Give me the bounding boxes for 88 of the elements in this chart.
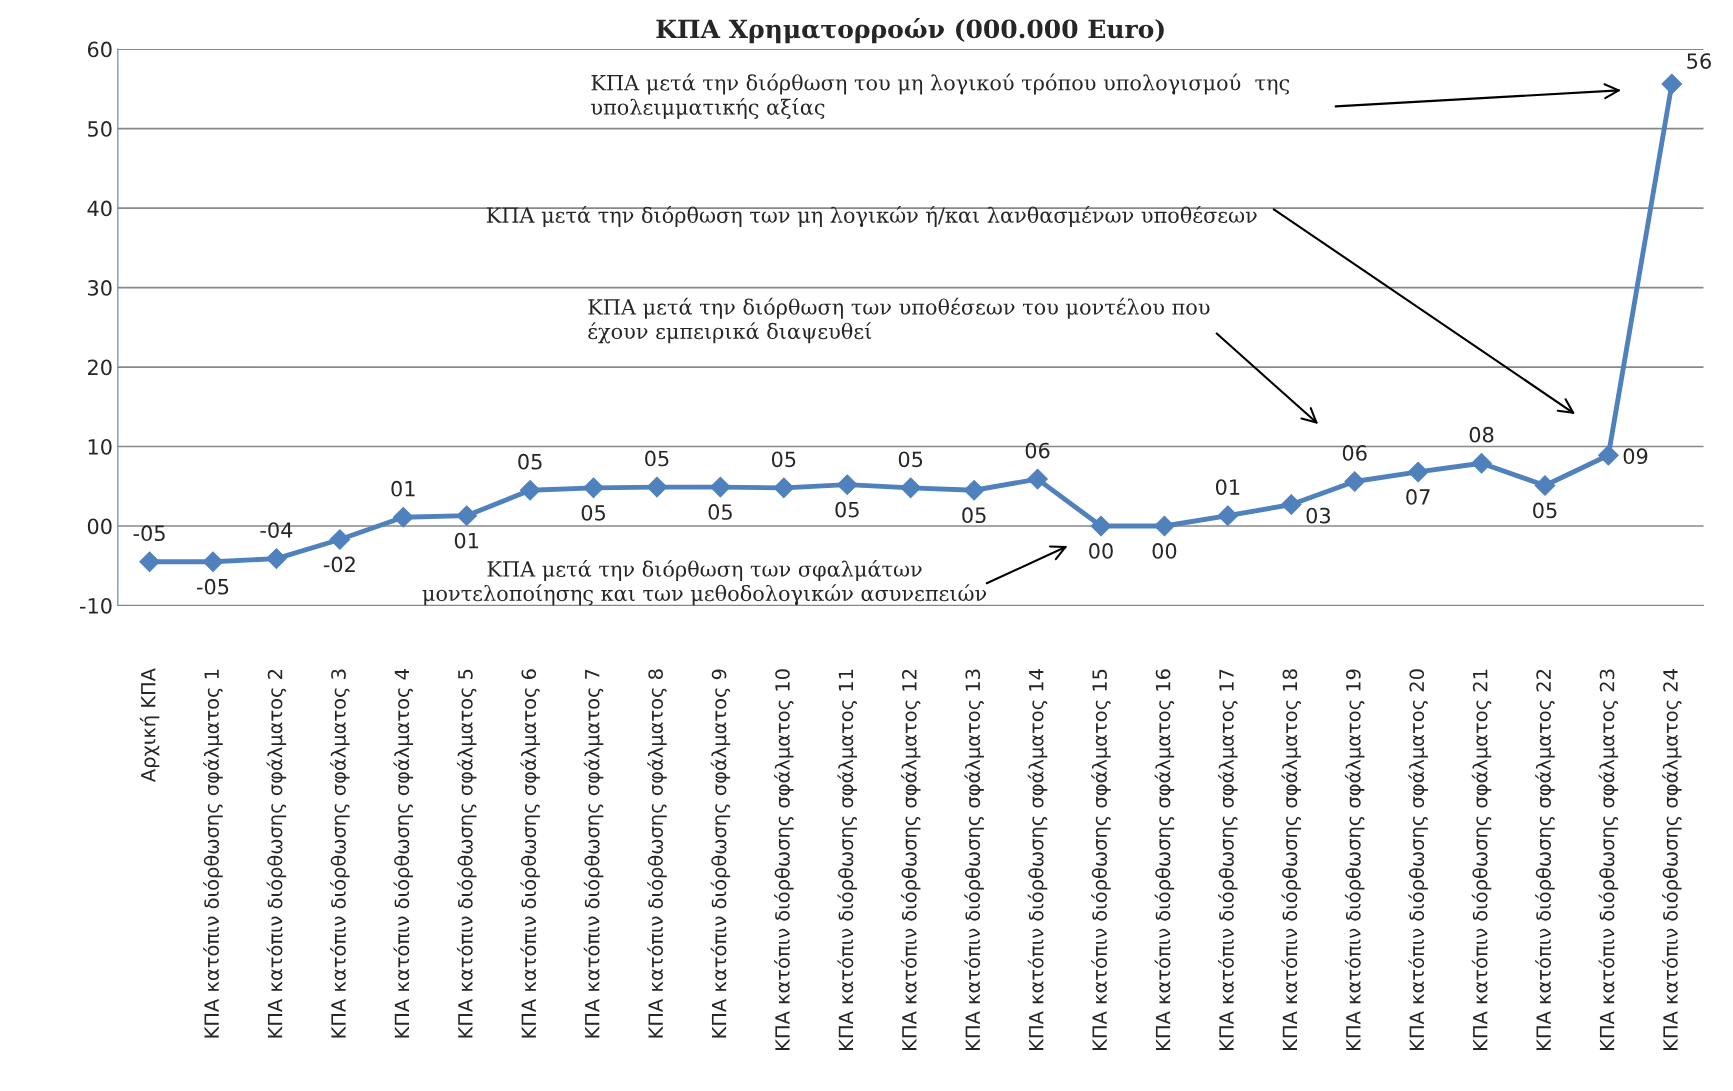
point — [139, 551, 160, 573]
y-tick-label: 50 — [88, 121, 112, 137]
data-label: -02 — [323, 556, 355, 573]
annotation: ΚΠΑ μετά την διόρθωση των μη λογικών ή/και λανθασμένων υποθέσεων — [486, 206, 1257, 228]
data-label: 06 — [1342, 445, 1367, 461]
x-tick-label: ΚΠΑ κατόπιν διόρθωσης σφάλματος 7 — [583, 669, 604, 1038]
point — [392, 506, 414, 528]
point — [1027, 468, 1048, 490]
y-tick-label: 40 — [87, 200, 112, 217]
point — [710, 476, 731, 498]
y-tick-label: -10 — [79, 597, 112, 614]
point — [1661, 73, 1683, 95]
point — [519, 479, 541, 501]
x-tick-label: ΚΠΑ κατόπιν διόρθωσης σφάλματος 10 — [774, 669, 794, 1050]
point — [836, 474, 858, 496]
x-tick-label: ΚΠΑ κατόπιν διόρθωσης σφάλματος 21 — [1471, 669, 1492, 1050]
data-label: 01 — [454, 532, 479, 549]
y-tick-label: 00 — [87, 518, 112, 535]
x-tick-label: ΚΠΑ κατόπιν διόρθωσης σφάλματος 24 — [1662, 669, 1682, 1050]
y-tick-label: 30 — [88, 280, 112, 296]
point — [456, 505, 478, 527]
point — [1217, 505, 1239, 527]
data-label: 05 — [708, 504, 732, 520]
data-label: 05 — [1533, 502, 1557, 519]
point — [1344, 471, 1366, 492]
data-label: 03 — [1306, 507, 1330, 524]
y-tick-label: 20 — [88, 359, 112, 376]
x-tick-label: ΚΠΑ κατόπιν διόρθωσης σφάλματος 17 — [1218, 669, 1238, 1050]
data-label: 07 — [1406, 489, 1430, 505]
chart-title: ΚΠΑ Χρηματορροών (000.000 Euro) — [656, 17, 1164, 44]
data-label: 00 — [1089, 543, 1113, 559]
data-label: 05 — [581, 504, 605, 521]
x-tick-label: ΚΠΑ κατόπιν διόρθωσης σφάλματος 14 — [1027, 669, 1048, 1050]
x-tick-label: ΚΠΑ κατόπιν διόρθωσης σφάλματος 16 — [1154, 669, 1175, 1050]
point — [1471, 452, 1492, 474]
data-label: 06 — [1025, 442, 1050, 459]
x-tick-label: ΚΠΑ κατόπιν διόρθωσης σφάλματος 20 — [1408, 669, 1428, 1050]
point — [900, 477, 922, 499]
x-tick-label: ΚΠΑ κατόπιν διόρθωσης σφάλματος 8 — [647, 669, 667, 1038]
x-tick-label: ΚΠΑ κατόπιν διόρθωσης σφάλματος 12 — [900, 669, 921, 1050]
point — [963, 479, 985, 501]
data-label: 09 — [1623, 448, 1648, 465]
x-tick-label: ΚΠΑ κατόπιν διόρθωσης σφάλματος 5 — [456, 669, 477, 1038]
x-tick-label: ΚΠΑ κατόπιν διόρθωσης σφάλματος 19 — [1344, 669, 1365, 1050]
data-label: 05 — [771, 451, 796, 468]
x-tick-label: ΚΠΑ κατόπιν διόρθωσης σφάλματος 22 — [1535, 669, 1555, 1050]
point — [583, 477, 604, 499]
data-label: 00 — [1152, 543, 1177, 559]
point — [1154, 515, 1175, 537]
point — [266, 548, 287, 569]
point — [773, 477, 795, 499]
x-tick-label: Αρχική ΚΠΑ — [139, 668, 160, 782]
x-tick-label: ΚΠΑ κατόπιν διόρθωσης σφάλματος 1 — [203, 669, 223, 1038]
y-tick-label: 60 — [87, 41, 112, 58]
x-tick-label: ΚΠΑ κατόπιν διόρθωσης σφάλματος 9 — [710, 669, 731, 1038]
data-label: 56 — [1687, 53, 1711, 69]
data-label: -05 — [133, 525, 165, 542]
x-tick-label: ΚΠΑ κατόπιν διόρθωσης σφάλματος 2 — [266, 669, 287, 1038]
annotation: ΚΠΑ μετά την διόρθωση των υποθέσεων του μοντέλου που έχουν εμπειρικά διαψευθεί — [588, 297, 1210, 344]
point — [1090, 515, 1112, 537]
data-label: 05 — [962, 507, 986, 524]
data-label: 05 — [645, 450, 669, 467]
data-label: 01 — [1215, 479, 1240, 495]
point — [1534, 475, 1556, 496]
data-label: -05 — [196, 578, 229, 595]
data-label: -04 — [260, 522, 293, 538]
x-tick-label: ΚΠΑ κατόπιν διόρθωσης σφάλματος 3 — [330, 669, 350, 1038]
x-tick-label: ΚΠΑ κατόπιν διόρθωσης σφάλματος 13 — [964, 669, 984, 1050]
data-label: 01 — [391, 480, 415, 497]
annotation: ΚΠΑ μετά την διόρθωση του μη λογικού τρόπου υπολογισμού της υπολειμματικής αξίας — [591, 73, 1289, 119]
point — [1598, 444, 1619, 466]
data-label: 05 — [898, 451, 923, 468]
x-tick-label: ΚΠΑ κατόπιν διόρθωσης σφάλματος 4 — [393, 669, 414, 1038]
x-tick-label: ΚΠΑ κατόπιν διόρθωσης σφάλματος 6 — [520, 669, 540, 1038]
point — [329, 529, 351, 550]
x-tick-label: ΚΠΑ κατόπιν διόρθωσης σφάλματος 18 — [1281, 669, 1302, 1050]
x-tick-label: ΚΠΑ κατόπιν διόρθωσης σφάλματος 23 — [1598, 669, 1619, 1050]
point — [646, 476, 668, 498]
x-tick-label: ΚΠΑ κατόπιν διόρθωσης σφάλματος 11 — [837, 669, 858, 1050]
y-tick-label: 10 — [88, 438, 112, 455]
annotation: ΚΠΑ μετά την διόρθωση των σφαλμάτων μοντελοποίησης και των μεθοδολογικών ασυνεπειών — [422, 559, 987, 606]
data-label: 05 — [518, 453, 542, 470]
point — [1280, 494, 1302, 515]
point — [202, 551, 224, 573]
x-tick-label: ΚΠΑ κατόπιν διόρθωσης σφάλματος 15 — [1091, 669, 1111, 1050]
data-label: 08 — [1469, 426, 1494, 443]
data-label: 05 — [835, 501, 859, 518]
point — [1407, 461, 1429, 483]
